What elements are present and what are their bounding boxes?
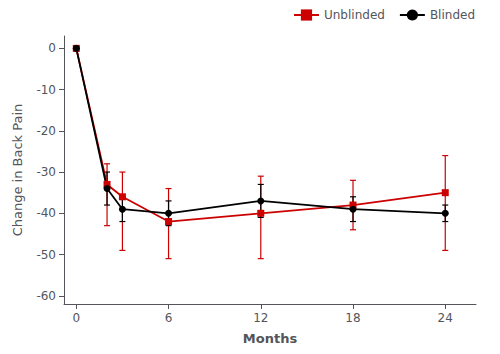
svg-text:0: 0 [72, 311, 80, 325]
svg-text:Blinded: Blinded [430, 8, 475, 22]
svg-text:-30: -30 [36, 165, 56, 179]
svg-text:0: 0 [48, 41, 56, 55]
svg-text:-60: -60 [36, 289, 56, 303]
svg-text:18: 18 [345, 311, 360, 325]
svg-text:Unblinded: Unblinded [324, 8, 385, 22]
svg-text:-10: -10 [36, 83, 56, 97]
svg-text:Change in Back Pain: Change in Back Pain [10, 104, 25, 237]
svg-text:-50: -50 [36, 248, 56, 262]
svg-text:24: 24 [438, 311, 453, 325]
svg-text:Months: Months [243, 331, 298, 346]
svg-text:-20: -20 [36, 124, 56, 138]
svg-text:-40: -40 [36, 206, 56, 220]
svg-text:12: 12 [253, 311, 268, 325]
svg-text:6: 6 [165, 311, 173, 325]
